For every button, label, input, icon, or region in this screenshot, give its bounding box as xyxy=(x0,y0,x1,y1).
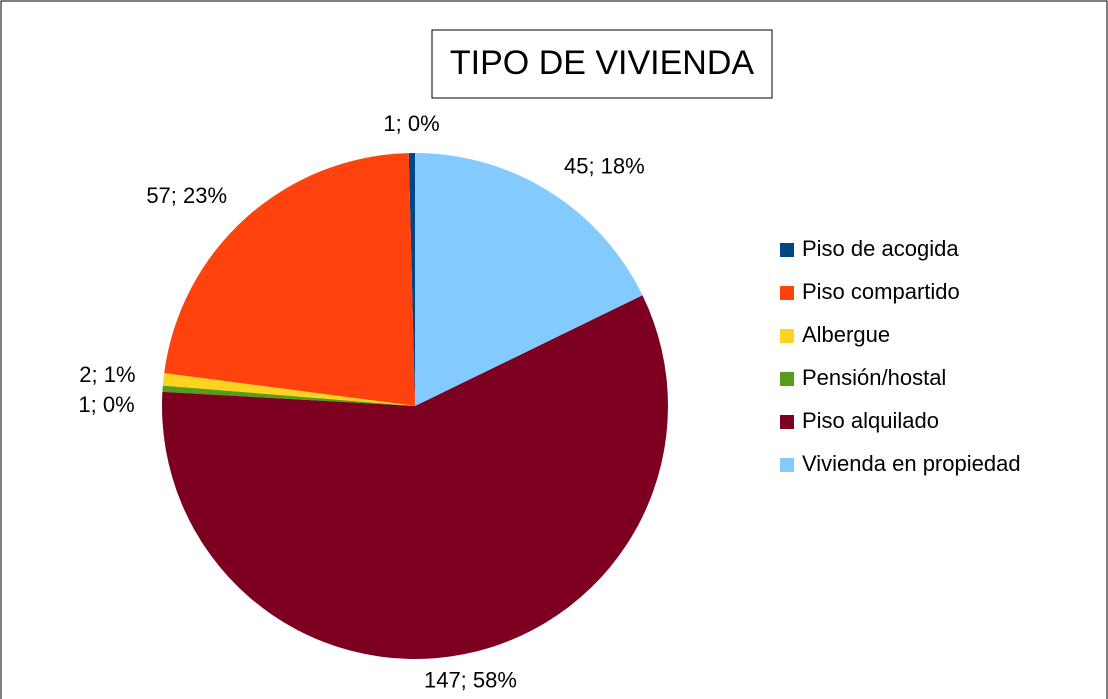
data-label: 57; 23% xyxy=(146,183,227,208)
data-label: 2; 1% xyxy=(79,362,135,387)
title-box xyxy=(431,29,773,99)
data-label: 147; 58% xyxy=(424,667,517,692)
pie-slice xyxy=(162,295,669,659)
legend-label: Albergue xyxy=(802,322,890,347)
pie-slice xyxy=(164,153,415,406)
legend-swatch xyxy=(780,243,794,257)
data-label: 45; 18% xyxy=(564,154,645,179)
pie-slice xyxy=(162,385,415,406)
legend-swatch xyxy=(780,415,794,429)
legend-label: Piso alquilado xyxy=(802,408,939,433)
legend-label: Piso compartido xyxy=(802,279,960,304)
legend-swatch xyxy=(780,458,794,472)
legend-swatch xyxy=(780,286,794,300)
pie-slice xyxy=(162,373,415,406)
data-label: 1; 0% xyxy=(78,392,134,417)
chart-title: TIPO DE VIVIENDA xyxy=(450,44,754,82)
legend-label: Vivienda en propiedad xyxy=(802,451,1021,476)
legend-swatch xyxy=(780,329,794,343)
legend-label: Piso de acogida xyxy=(802,236,959,261)
legend-swatch xyxy=(780,372,794,386)
pie-slice xyxy=(415,153,643,406)
legend-label: Pensión/hostal xyxy=(802,365,946,390)
pie-slice xyxy=(408,153,415,406)
data-label: 1; 0% xyxy=(383,111,439,136)
